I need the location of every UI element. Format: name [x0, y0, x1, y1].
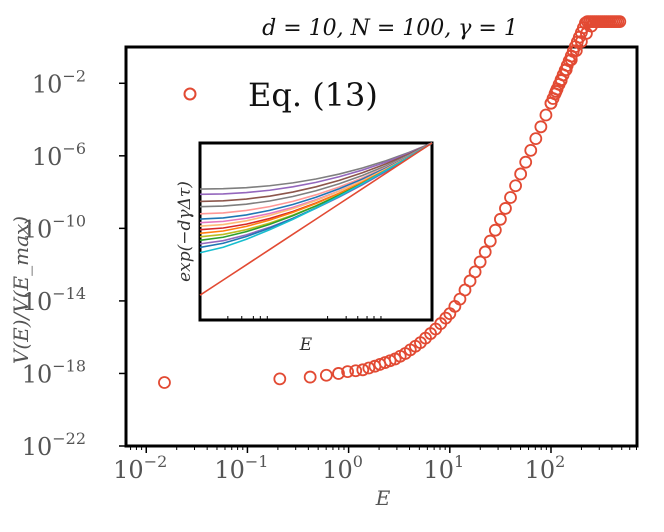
data-point	[613, 15, 627, 29]
data-point	[478, 245, 492, 259]
y-tick-label: 10−6	[32, 139, 86, 171]
y-axis-label: V(E)/V(E_max)	[9, 216, 33, 364]
data-point	[319, 368, 333, 382]
inset-series-line	[199, 142, 433, 296]
data-point	[341, 365, 355, 379]
y-tick-label: 10−2	[32, 66, 86, 98]
data-point	[519, 155, 533, 169]
legend-label: Eq. (13)	[248, 76, 378, 114]
x-tick-label: 101	[423, 452, 464, 484]
y-tick-label: 10−14	[22, 284, 86, 316]
inset-y-label: exp(−dγΔτ)	[175, 181, 195, 282]
data-point	[303, 370, 317, 384]
y-axis-label-group: V(E)/V(E_max)	[9, 216, 33, 364]
y-tick-label: 10−10	[22, 211, 86, 243]
data-point	[332, 367, 345, 380]
inset-series-line	[199, 142, 433, 208]
inset-series-line	[199, 142, 433, 203]
x-axis-label: E	[375, 486, 391, 510]
inset-y-label-group: exp(−dγΔτ)	[175, 181, 195, 282]
data-point	[349, 364, 363, 378]
data-point	[483, 234, 497, 248]
legend-marker	[183, 87, 197, 101]
inset-series-line	[199, 142, 433, 190]
inset-series-line	[199, 142, 433, 196]
x-tick-label: 10−2	[113, 452, 167, 484]
data-point	[488, 223, 502, 237]
inset-x-label: E	[299, 335, 313, 355]
x-tick-label: 102	[525, 452, 566, 484]
y-tick-label: 10−22	[22, 429, 86, 461]
data-point	[509, 179, 522, 193]
data-point	[539, 108, 553, 122]
x-tick-label: 10−1	[214, 452, 268, 484]
data-point	[273, 372, 287, 386]
data-point	[493, 212, 507, 226]
data-point	[524, 143, 538, 157]
data-point	[529, 132, 543, 145]
data-point	[468, 265, 482, 279]
data-point	[473, 255, 487, 269]
x-tick-label: 100	[322, 452, 363, 484]
legend: Eq. (13)	[183, 76, 378, 114]
chart-title: d = 10, N = 100, γ = 1	[262, 16, 518, 41]
data-point	[362, 361, 376, 375]
inset-series-line	[199, 142, 433, 254]
main-plot-area: 10−2 10−1 100 101 102 10−2 10−6 10−10 10−14 10−18…	[22, 15, 639, 484]
plot-frame	[124, 45, 639, 448]
data-point	[534, 120, 548, 134]
data-point	[356, 363, 370, 377]
data-point	[514, 167, 528, 181]
data-point	[158, 376, 171, 389]
y-tick-label: 10−18	[22, 356, 86, 388]
data-point	[504, 191, 517, 204]
data-point	[499, 202, 512, 215]
